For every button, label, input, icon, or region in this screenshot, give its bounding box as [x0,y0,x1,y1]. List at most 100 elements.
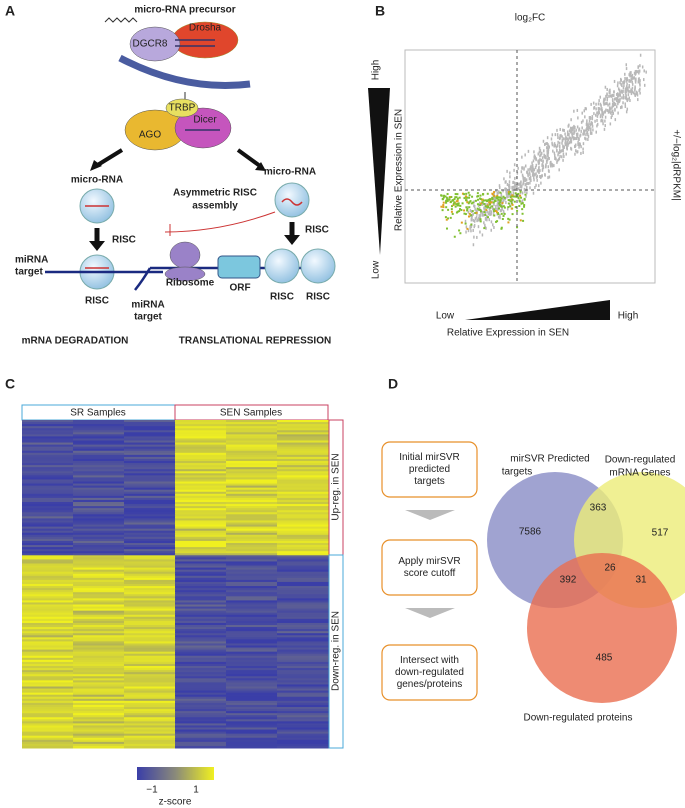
heatmap-cell [277,481,329,485]
heatmap-cell [124,485,176,489]
heatmap-cell [277,545,329,548]
point [606,101,608,105]
point [624,90,627,94]
point [570,130,572,134]
point [617,92,619,96]
point [608,89,611,93]
heatmap-cell [226,567,278,571]
point [513,163,516,167]
heatmap-cell [124,434,176,437]
heatmap-cell [124,604,176,608]
point [556,128,558,132]
heatmap-cell [175,694,227,698]
heatmap-cell [226,739,278,743]
point [476,203,479,206]
heatmap-cell [124,538,176,542]
point [643,83,646,87]
point [508,180,511,184]
heatmap-cell [277,559,329,562]
point [559,127,561,131]
heatmap-cell [124,686,176,690]
heatmap-cell [73,518,125,521]
point [509,193,512,197]
point [489,209,491,213]
point [596,114,599,118]
point [545,159,548,163]
point [526,181,528,185]
point [637,98,639,102]
point [458,196,461,199]
point [612,111,615,115]
heatmap-cell [175,573,227,577]
heatmap-cell [277,547,329,550]
point [499,191,502,194]
heatmap-cell [277,502,329,505]
label: High [618,311,639,322]
heatmap-cell [22,633,74,636]
point [463,209,466,212]
heatmap-cell [277,549,329,552]
heatmap-cell [226,446,278,450]
heatmap-cell [73,707,125,710]
heatmap-cell [277,711,329,714]
point [449,201,452,204]
heatmap-cell [124,528,176,532]
heatmap-cell [277,639,329,642]
point [619,106,622,110]
point [563,154,565,158]
point [628,84,630,88]
heatmap-cell [226,692,278,696]
point [543,149,545,153]
point [517,166,519,170]
heatmap-cell [22,563,74,567]
heatmap-cell [22,481,74,485]
heatmap-cell [175,471,227,474]
heatmap-cell [22,549,74,552]
heatmap-cell [124,616,176,620]
heatmap-cell [22,600,74,603]
heatmap-cell [22,737,74,741]
heatmap-cell [73,452,125,456]
heatmap-cell [277,514,329,517]
heatmap-cell [73,739,125,743]
heatmap-cell [277,575,329,579]
heatmap-cell [124,424,176,427]
point [513,200,516,203]
heatmap-cell [22,454,74,458]
heatmap-cell [175,516,227,519]
heatmap-cell [22,450,74,454]
point [553,144,556,148]
point [578,142,580,146]
heatmap-cell [226,645,278,649]
scatter [440,53,647,247]
membrane [118,54,251,89]
point [476,195,479,198]
heatmap-cell [175,598,227,601]
point [456,204,459,207]
heatmap-cell [226,674,278,677]
heatmap [22,420,329,749]
point [441,198,444,201]
heatmap-cell [124,581,176,585]
heatmap-cell [277,520,329,523]
point [512,195,515,198]
heatmap-cell [22,477,74,480]
point [514,183,517,187]
heatmap-cell [124,631,176,634]
point [547,147,550,151]
point [530,169,533,173]
heatmap-cell [277,692,329,696]
point [473,200,475,204]
point [585,122,588,126]
heatmap-cell [226,426,278,429]
point [598,110,600,114]
point [557,153,559,157]
point [467,215,470,218]
point [639,83,641,87]
heatmap-cell [22,444,74,448]
point [582,151,584,155]
point [510,200,513,203]
heatmap-cell [124,524,176,528]
point [532,159,535,163]
